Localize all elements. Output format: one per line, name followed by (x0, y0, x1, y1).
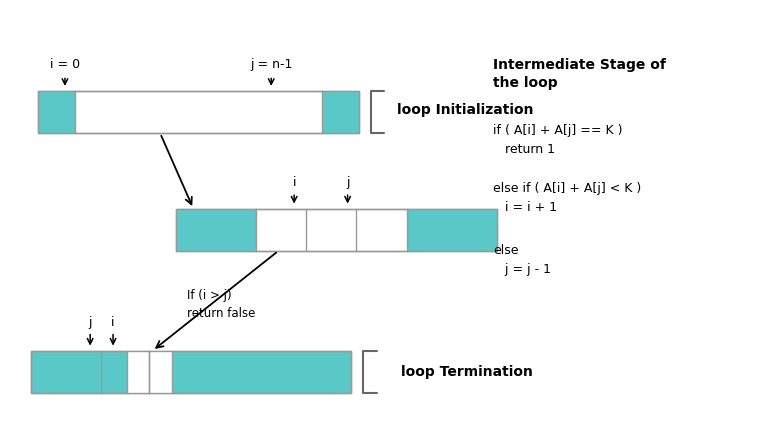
Bar (31, 351, 351, 393)
Bar (38, 91, 359, 133)
Text: if ( A[i] + A[j] == K )
   return 1: if ( A[i] + A[j] == K ) return 1 (493, 124, 623, 156)
Bar (176, 209, 497, 251)
Text: i = 0: i = 0 (50, 58, 80, 71)
Text: j: j (346, 176, 349, 189)
Bar (176, 209, 256, 251)
Text: loop Initialization: loop Initialization (397, 103, 534, 117)
Text: Intermediate Stage of
the loop: Intermediate Stage of the loop (493, 58, 665, 90)
Bar (149, 351, 172, 393)
Text: j: j (89, 316, 92, 329)
Text: j = n-1: j = n-1 (250, 58, 293, 71)
Text: If (i > j)
return false: If (i > j) return false (187, 289, 255, 320)
Bar (38, 91, 75, 133)
Text: else
   j = j - 1: else j = j - 1 (493, 244, 551, 276)
Text: loop Termination: loop Termination (401, 365, 533, 379)
Text: i: i (112, 316, 115, 329)
Bar (322, 91, 359, 133)
Bar (406, 209, 497, 251)
Text: else if ( A[i] + A[j] < K )
   i = i + 1: else if ( A[i] + A[j] < K ) i = i + 1 (493, 182, 641, 214)
Bar (176, 209, 497, 251)
Text: i: i (293, 176, 296, 189)
Bar (31, 351, 351, 393)
Bar (127, 351, 149, 393)
Bar (38, 91, 359, 133)
